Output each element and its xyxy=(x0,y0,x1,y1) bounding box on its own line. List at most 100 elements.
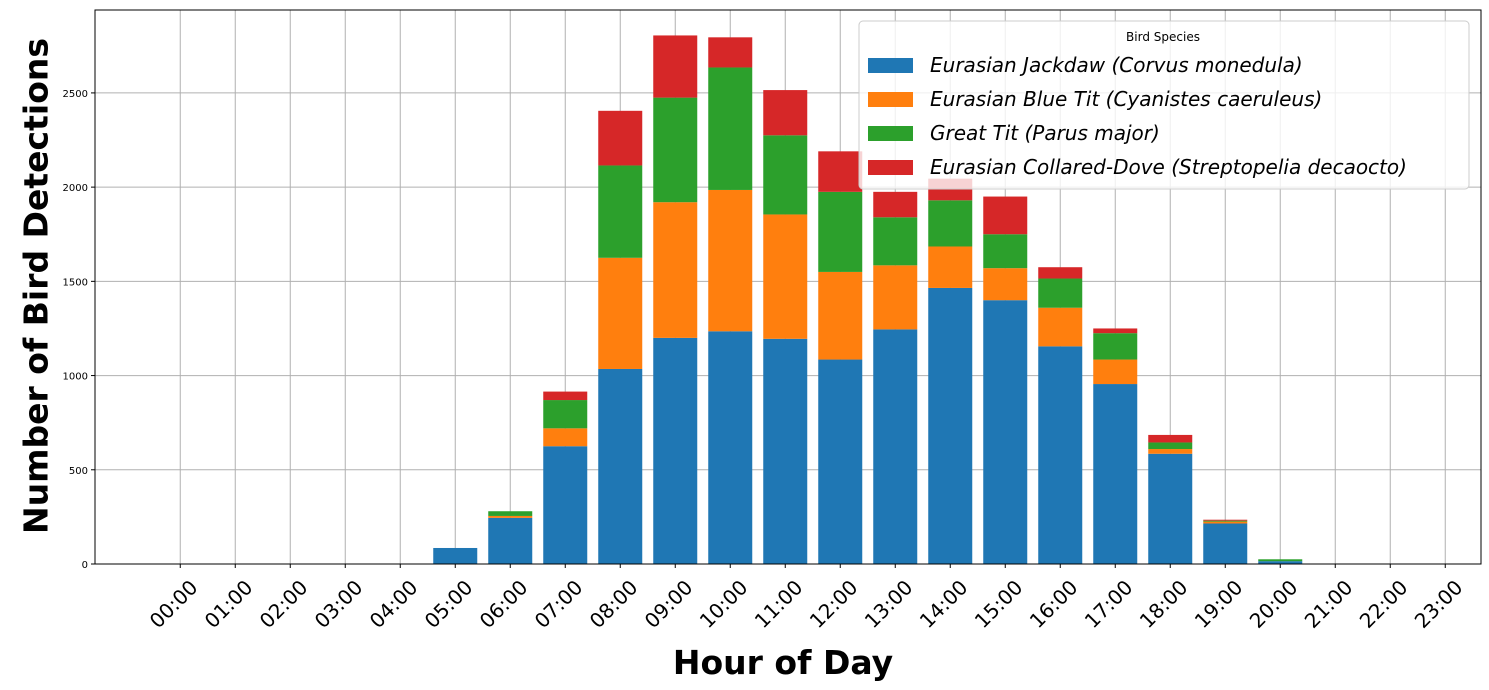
bar-segment-0900-s1 xyxy=(653,202,698,338)
bars xyxy=(433,35,1303,564)
legend-items: Eurasian Jackdaw (Corvus monedula) Eurasi… xyxy=(868,53,1407,179)
bar-segment-0900-s2 xyxy=(653,97,698,203)
bar-segment-0800-s2 xyxy=(598,165,643,258)
bar-segment-1800-s1 xyxy=(1148,449,1193,454)
bar-segment-0700-s3 xyxy=(543,391,588,401)
bar-segment-1600-s2 xyxy=(1038,278,1083,308)
x-tick-label: 08:00 xyxy=(585,575,643,633)
bar-segment-1700-s3 xyxy=(1093,328,1138,334)
y-tick-label: 500 xyxy=(69,466,88,477)
x-tick-label: 15:00 xyxy=(970,575,1028,633)
x-tick-label: 23:00 xyxy=(1410,575,1468,633)
bar-segment-1300-s2 xyxy=(873,217,918,266)
bar-segment-1700-s1 xyxy=(1093,359,1138,385)
x-tick-label: 17:00 xyxy=(1080,575,1138,633)
bar-segment-1400-s0 xyxy=(928,287,973,564)
x-tick-label: 14:00 xyxy=(915,575,973,633)
legend-swatch xyxy=(868,58,913,73)
bar-segment-1100-s0 xyxy=(763,338,808,564)
bar-segment-0500-s0 xyxy=(433,547,478,564)
bar-segment-0700-s1 xyxy=(543,428,588,447)
x-tick-label: 10:00 xyxy=(695,575,753,633)
legend-label: Eurasian Blue Tit (Cyanistes caeruleus) xyxy=(930,87,1322,111)
bar-segment-1600-s0 xyxy=(1038,346,1083,564)
bar-segment-1400-s2 xyxy=(928,200,973,247)
x-tick-label: 13:00 xyxy=(860,575,918,633)
bar-segment-2000-s0 xyxy=(1258,561,1303,564)
bar-segment-1500-s0 xyxy=(983,300,1028,564)
bar-segment-1800-s0 xyxy=(1148,453,1193,564)
x-tick-label: 05:00 xyxy=(420,575,478,633)
bar-segment-1300-s1 xyxy=(873,265,918,330)
legend-title: Bird Species xyxy=(1126,30,1200,44)
bar-segment-1500-s2 xyxy=(983,234,1028,269)
bar-segment-1900-s1 xyxy=(1203,521,1248,524)
x-tick-label: 03:00 xyxy=(310,575,368,633)
x-tick-label: 21:00 xyxy=(1300,575,1358,633)
x-tick-label: 00:00 xyxy=(145,575,203,633)
y-tick-label: 1000 xyxy=(63,372,88,383)
bar-segment-1300-s0 xyxy=(873,329,918,564)
y-tick-label: 2000 xyxy=(63,183,88,194)
x-tick-label: 01:00 xyxy=(200,575,258,633)
x-tick-label: 18:00 xyxy=(1135,575,1193,633)
bar-segment-0600-s1 xyxy=(488,515,533,518)
legend-swatch xyxy=(868,92,913,107)
x-axis-ticks: 00:0001:0002:0003:0004:0005:0006:0007:00… xyxy=(145,564,1468,633)
bar-segment-1000-s2 xyxy=(708,67,753,190)
bar-segment-1100-s1 xyxy=(763,214,808,339)
legend-label: Great Tit (Parus major) xyxy=(930,121,1160,145)
bar-segment-0700-s0 xyxy=(543,446,588,564)
bar-segment-0700-s2 xyxy=(543,400,588,429)
x-tick-label: 09:00 xyxy=(640,575,698,633)
bar-segment-1000-s3 xyxy=(708,37,753,68)
legend-swatch xyxy=(868,126,913,141)
x-tick-label: 22:00 xyxy=(1355,575,1413,633)
y-tick-label: 2500 xyxy=(63,89,88,100)
x-tick-label: 06:00 xyxy=(475,575,533,633)
bar-segment-1800-s3 xyxy=(1148,434,1193,443)
bar-segment-1500-s1 xyxy=(983,268,1028,301)
bar-segment-1100-s3 xyxy=(763,90,808,136)
bar-segment-1000-s0 xyxy=(708,331,753,564)
bar-segment-0600-s0 xyxy=(488,517,533,564)
bar-segment-1600-s1 xyxy=(1038,307,1083,347)
bar-segment-1500-s3 xyxy=(983,196,1028,235)
bar-segment-0800-s0 xyxy=(598,368,643,564)
x-tick-label: 12:00 xyxy=(805,575,863,633)
bar-segment-1900-s2 xyxy=(1203,520,1248,522)
y-tick-label: 1500 xyxy=(63,277,88,288)
bar-segment-1400-s1 xyxy=(928,246,973,288)
bar-segment-0900-s0 xyxy=(653,337,698,564)
x-tick-label: 02:00 xyxy=(255,575,313,633)
bar-segment-1700-s2 xyxy=(1093,333,1138,360)
bar-segment-1200-s0 xyxy=(818,359,863,564)
bar-segment-2000-s2 xyxy=(1258,559,1303,562)
y-axis-label: Number of Bird Detections xyxy=(17,38,56,534)
x-axis-label: Hour of Day xyxy=(673,643,893,682)
legend-label: Eurasian Jackdaw (Corvus monedula) xyxy=(930,53,1303,77)
bar-segment-0600-s2 xyxy=(488,511,533,516)
y-axis-ticks: 0 500 1000 1500 2000 2500 xyxy=(63,89,95,571)
x-tick-label: 07:00 xyxy=(530,575,588,633)
bar-segment-1200-s1 xyxy=(818,271,863,360)
bar-segment-1900-s0 xyxy=(1203,523,1248,564)
legend-box xyxy=(858,20,1470,190)
bar-segment-0800-s1 xyxy=(598,257,643,369)
bar-segment-0900-s3 xyxy=(653,35,698,98)
bar-segment-1000-s1 xyxy=(708,189,753,332)
bar-segment-1800-s2 xyxy=(1148,442,1193,450)
bar-segment-1900-s3 xyxy=(1203,519,1248,521)
plot-frame xyxy=(94,9,1482,565)
y-tick-label: 0 xyxy=(82,560,88,571)
bar-segment-1300-s3 xyxy=(873,191,918,218)
bar-segment-0800-s3 xyxy=(598,110,643,166)
bar-segment-1200-s2 xyxy=(818,191,863,272)
bar-segment-1200-s3 xyxy=(818,151,863,192)
bar-segment-1700-s0 xyxy=(1093,384,1138,564)
legend: Bird Species Eurasian Jackdaw (Corvus mo… xyxy=(858,20,1470,190)
x-tick-label: 11:00 xyxy=(750,575,808,633)
legend-swatch xyxy=(868,160,913,175)
x-tick-label: 16:00 xyxy=(1025,575,1083,633)
